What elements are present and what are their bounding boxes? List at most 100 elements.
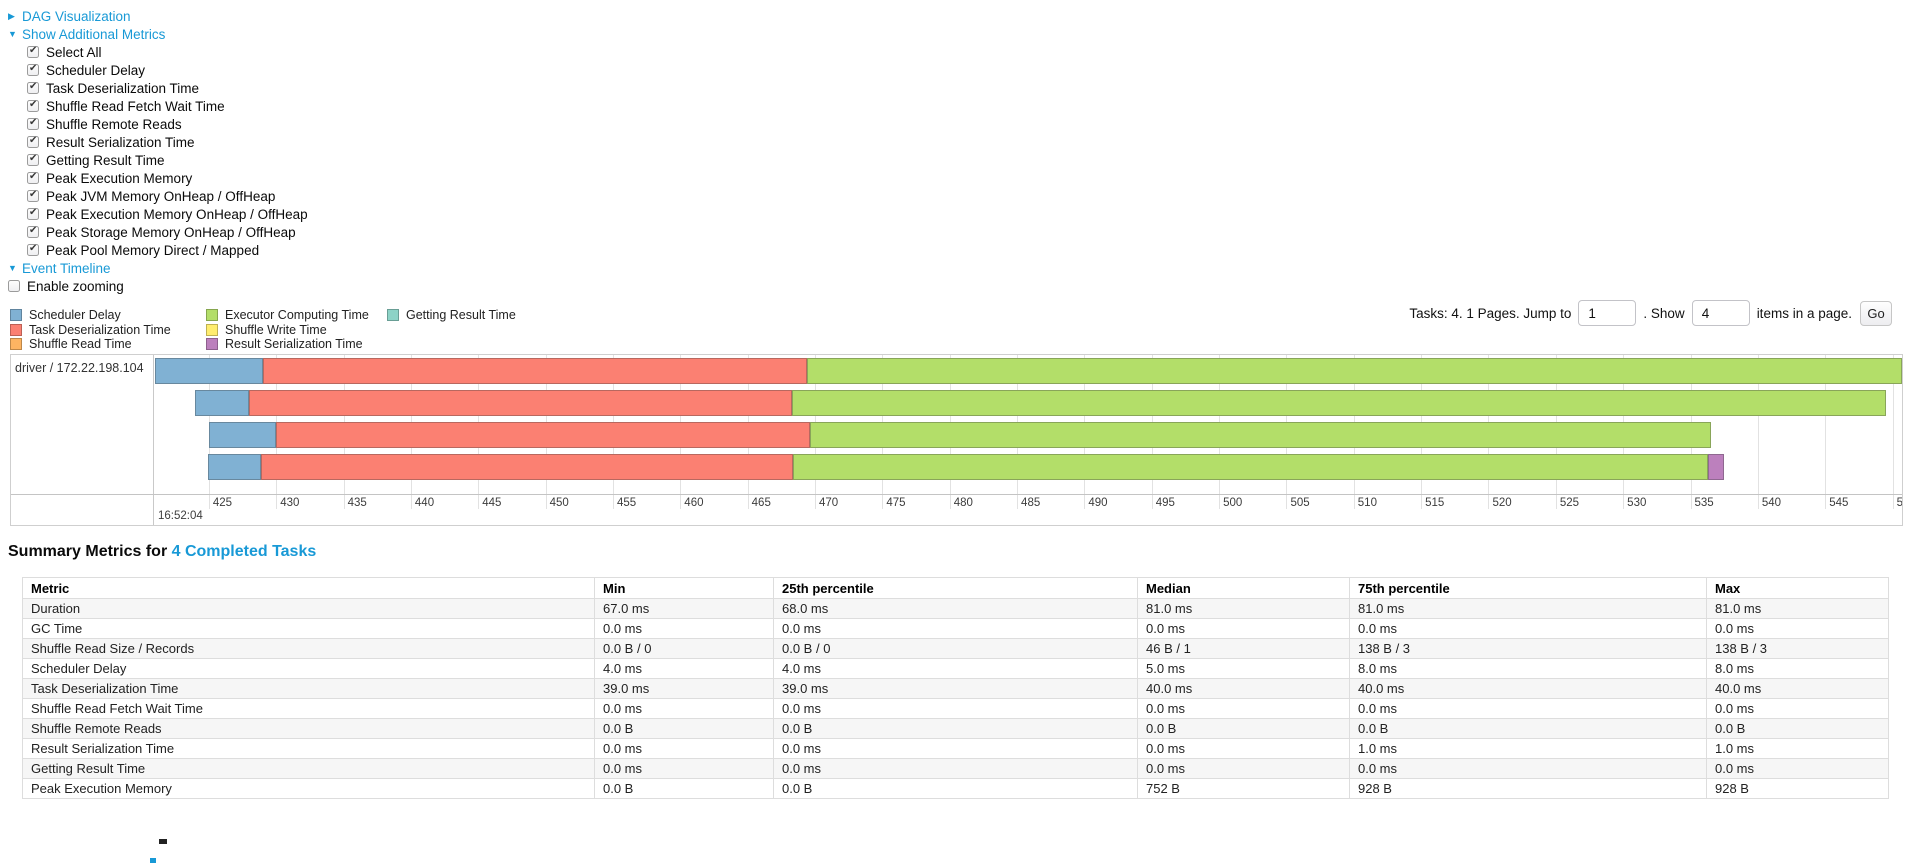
items-per-page-input[interactable]: [1691, 300, 1750, 326]
metric-checkbox[interactable]: [27, 135, 39, 148]
metric-value-cell: 0.0 ms: [1137, 738, 1350, 759]
legend-item-scheduler_delay: Scheduler Delay: [10, 308, 171, 323]
axis-tick-label: 435: [347, 497, 367, 509]
task-timeline-bar[interactable]: [155, 422, 1902, 448]
axis-tick-label: 440: [414, 497, 435, 509]
axis-tick-label: 455: [616, 497, 637, 509]
legend-label: Shuffle Write Time: [225, 322, 327, 337]
shuffle_read-swatch-icon: [10, 338, 22, 351]
metric-value-cell: 0.0 ms: [773, 698, 1138, 719]
axis-tick-label: 465: [751, 497, 771, 509]
legend-item-result_serialization: Result Serialization Time: [206, 337, 369, 352]
show-additional-metrics-toggle[interactable]: Show Additional Metrics: [8, 25, 308, 43]
axis-tick-label: 470: [819, 497, 839, 509]
metric-checkbox-label: Shuffle Read Fetch Wait Time: [46, 98, 225, 114]
task-timeline-bar[interactable]: [155, 358, 1902, 384]
metric-checkbox-label: Getting Result Time: [46, 152, 165, 168]
metric-checkbox-row: Result Serialization Time: [8, 133, 308, 151]
metric-checkbox-row: Shuffle Remote Reads: [8, 115, 308, 133]
axis-tick-label: 425: [212, 497, 233, 509]
event-timeline-toggle[interactable]: Event Timeline: [8, 259, 308, 277]
metric-checkbox[interactable]: [27, 243, 39, 256]
axis-tick-label: 480: [953, 497, 973, 509]
metric-value-cell: 0.0 ms: [1137, 758, 1350, 779]
metric-name-cell: Shuffle Read Fetch Wait Time: [22, 698, 595, 719]
gridline: [1892, 355, 1894, 509]
metric-checkbox[interactable]: [27, 153, 39, 166]
metric-value-cell: 0.0 ms: [1349, 758, 1707, 779]
metric-checkbox-row: Peak Storage Memory OnHeap / OffHeap: [8, 223, 308, 241]
go-button[interactable]: Go: [1860, 300, 1892, 326]
metric-checkbox[interactable]: [27, 189, 39, 202]
metric-value-cell: 4.0 ms: [773, 658, 1138, 679]
metric-checkbox-row: Select All: [8, 43, 308, 61]
legend-label: Executor Computing Time: [225, 308, 369, 323]
timeline-legend: Scheduler Delay Task Deserialization Time…: [10, 308, 570, 352]
axis-tick-label: 505: [1290, 497, 1310, 509]
jump-to-page-input[interactable]: [1578, 300, 1637, 326]
metrics-panel: DAG Visualization Show Additional Metric…: [8, 7, 308, 295]
segment-task_deserialization: [276, 422, 810, 448]
legend-label: Shuffle Read Time: [29, 337, 132, 352]
segment-scheduler_delay: [155, 358, 263, 384]
metric-checkbox[interactable]: [27, 63, 39, 76]
metric-value-cell: 928 B: [1349, 778, 1707, 799]
summary-table-header: Metric Min 25th percentile Median 75th perce…: [22, 577, 1889, 599]
getting_result-swatch-icon: [387, 309, 399, 322]
metric-checkbox[interactable]: [27, 207, 39, 220]
axis-tick-label: 535: [1694, 497, 1714, 509]
metric-checkbox-row: Peak Pool Memory Direct / Mapped: [8, 241, 308, 259]
clipped-content-fragment: [150, 858, 156, 863]
metric-checkbox[interactable]: [27, 81, 39, 94]
dag-visualization-toggle[interactable]: DAG Visualization: [8, 7, 308, 25]
metric-checkbox[interactable]: [27, 117, 39, 130]
axis-tick-label: 545: [1829, 497, 1849, 509]
metric-value-cell: 8.0 ms: [1349, 658, 1707, 679]
metric-checkbox-row: Peak JVM Memory OnHeap / OffHeap: [8, 187, 308, 205]
summary-column-header: Metric: [22, 577, 595, 599]
task-timeline-bar[interactable]: [155, 454, 1902, 480]
axis-tick-label: 520: [1492, 497, 1512, 509]
metric-value-cell: 1.0 ms: [1706, 738, 1889, 759]
axis-tick-label: 515: [1425, 497, 1445, 509]
chevron-down-icon: [8, 29, 22, 39]
task-timeline-bar[interactable]: [155, 390, 1902, 416]
metric-value-cell: 4.0 ms: [594, 658, 774, 679]
segment-executor_computing: [793, 454, 1709, 480]
timeline-executor-column: driver / 172.22.198.104: [11, 355, 154, 525]
summary-heading-prefix: Summary Metrics for: [8, 543, 172, 560]
axis-tick-label: 475: [886, 497, 906, 509]
metric-value-cell: 81.0 ms: [1349, 598, 1707, 619]
summary-column-header: Min: [594, 577, 774, 599]
axis-tick-label: 540: [1761, 497, 1782, 509]
metric-checkbox[interactable]: [27, 171, 39, 184]
completed-tasks-link[interactable]: 4 Completed Tasks: [171, 543, 317, 560]
metric-checkbox[interactable]: [27, 45, 39, 58]
metric-checkbox[interactable]: [27, 225, 39, 238]
gridline: [1757, 355, 1759, 509]
metric-checkbox[interactable]: [27, 99, 39, 112]
axis-tick-label: 510: [1357, 497, 1377, 509]
table-row: Shuffle Remote Reads 0.0 B 0.0 B 0.0 B 0.0 B…: [22, 718, 1889, 739]
segment-task_deserialization: [249, 390, 793, 416]
metric-value-cell: 8.0 ms: [1706, 658, 1889, 679]
event-timeline-chart: driver / 172.22.198.104 425 430 435 440 445 4…: [10, 354, 1903, 526]
metric-name-cell: Shuffle Remote Reads: [22, 718, 595, 739]
metric-value-cell: 0.0 B: [1349, 718, 1707, 739]
metric-checkbox-label: Select All: [46, 44, 102, 60]
metric-value-cell: 68.0 ms: [773, 598, 1138, 619]
metric-checkbox-label: Peak JVM Memory OnHeap / OffHeap: [46, 188, 276, 204]
metric-value-cell: 0.0 ms: [594, 758, 774, 779]
executor-row-label: driver / 172.22.198.104: [15, 361, 144, 375]
table-row: Scheduler Delay 4.0 ms 4.0 ms 5.0 ms 8.0 ms 8…: [22, 658, 1889, 679]
metric-checkbox-label: Result Serialization Time: [46, 134, 195, 150]
result_serialization-swatch-icon: [206, 338, 218, 351]
metric-value-cell: 752 B: [1137, 778, 1350, 799]
axis-tick-label: 490: [1088, 497, 1108, 509]
legend-label: Scheduler Delay: [29, 308, 121, 323]
enable-zooming-checkbox[interactable]: [8, 280, 20, 292]
chevron-right-icon: [8, 11, 22, 22]
metric-checkbox-row: Getting Result Time: [8, 151, 308, 169]
summary-column-header: 75th percentile: [1349, 577, 1707, 599]
metric-checkbox-label: Peak Execution Memory OnHeap / OffHeap: [46, 206, 308, 222]
